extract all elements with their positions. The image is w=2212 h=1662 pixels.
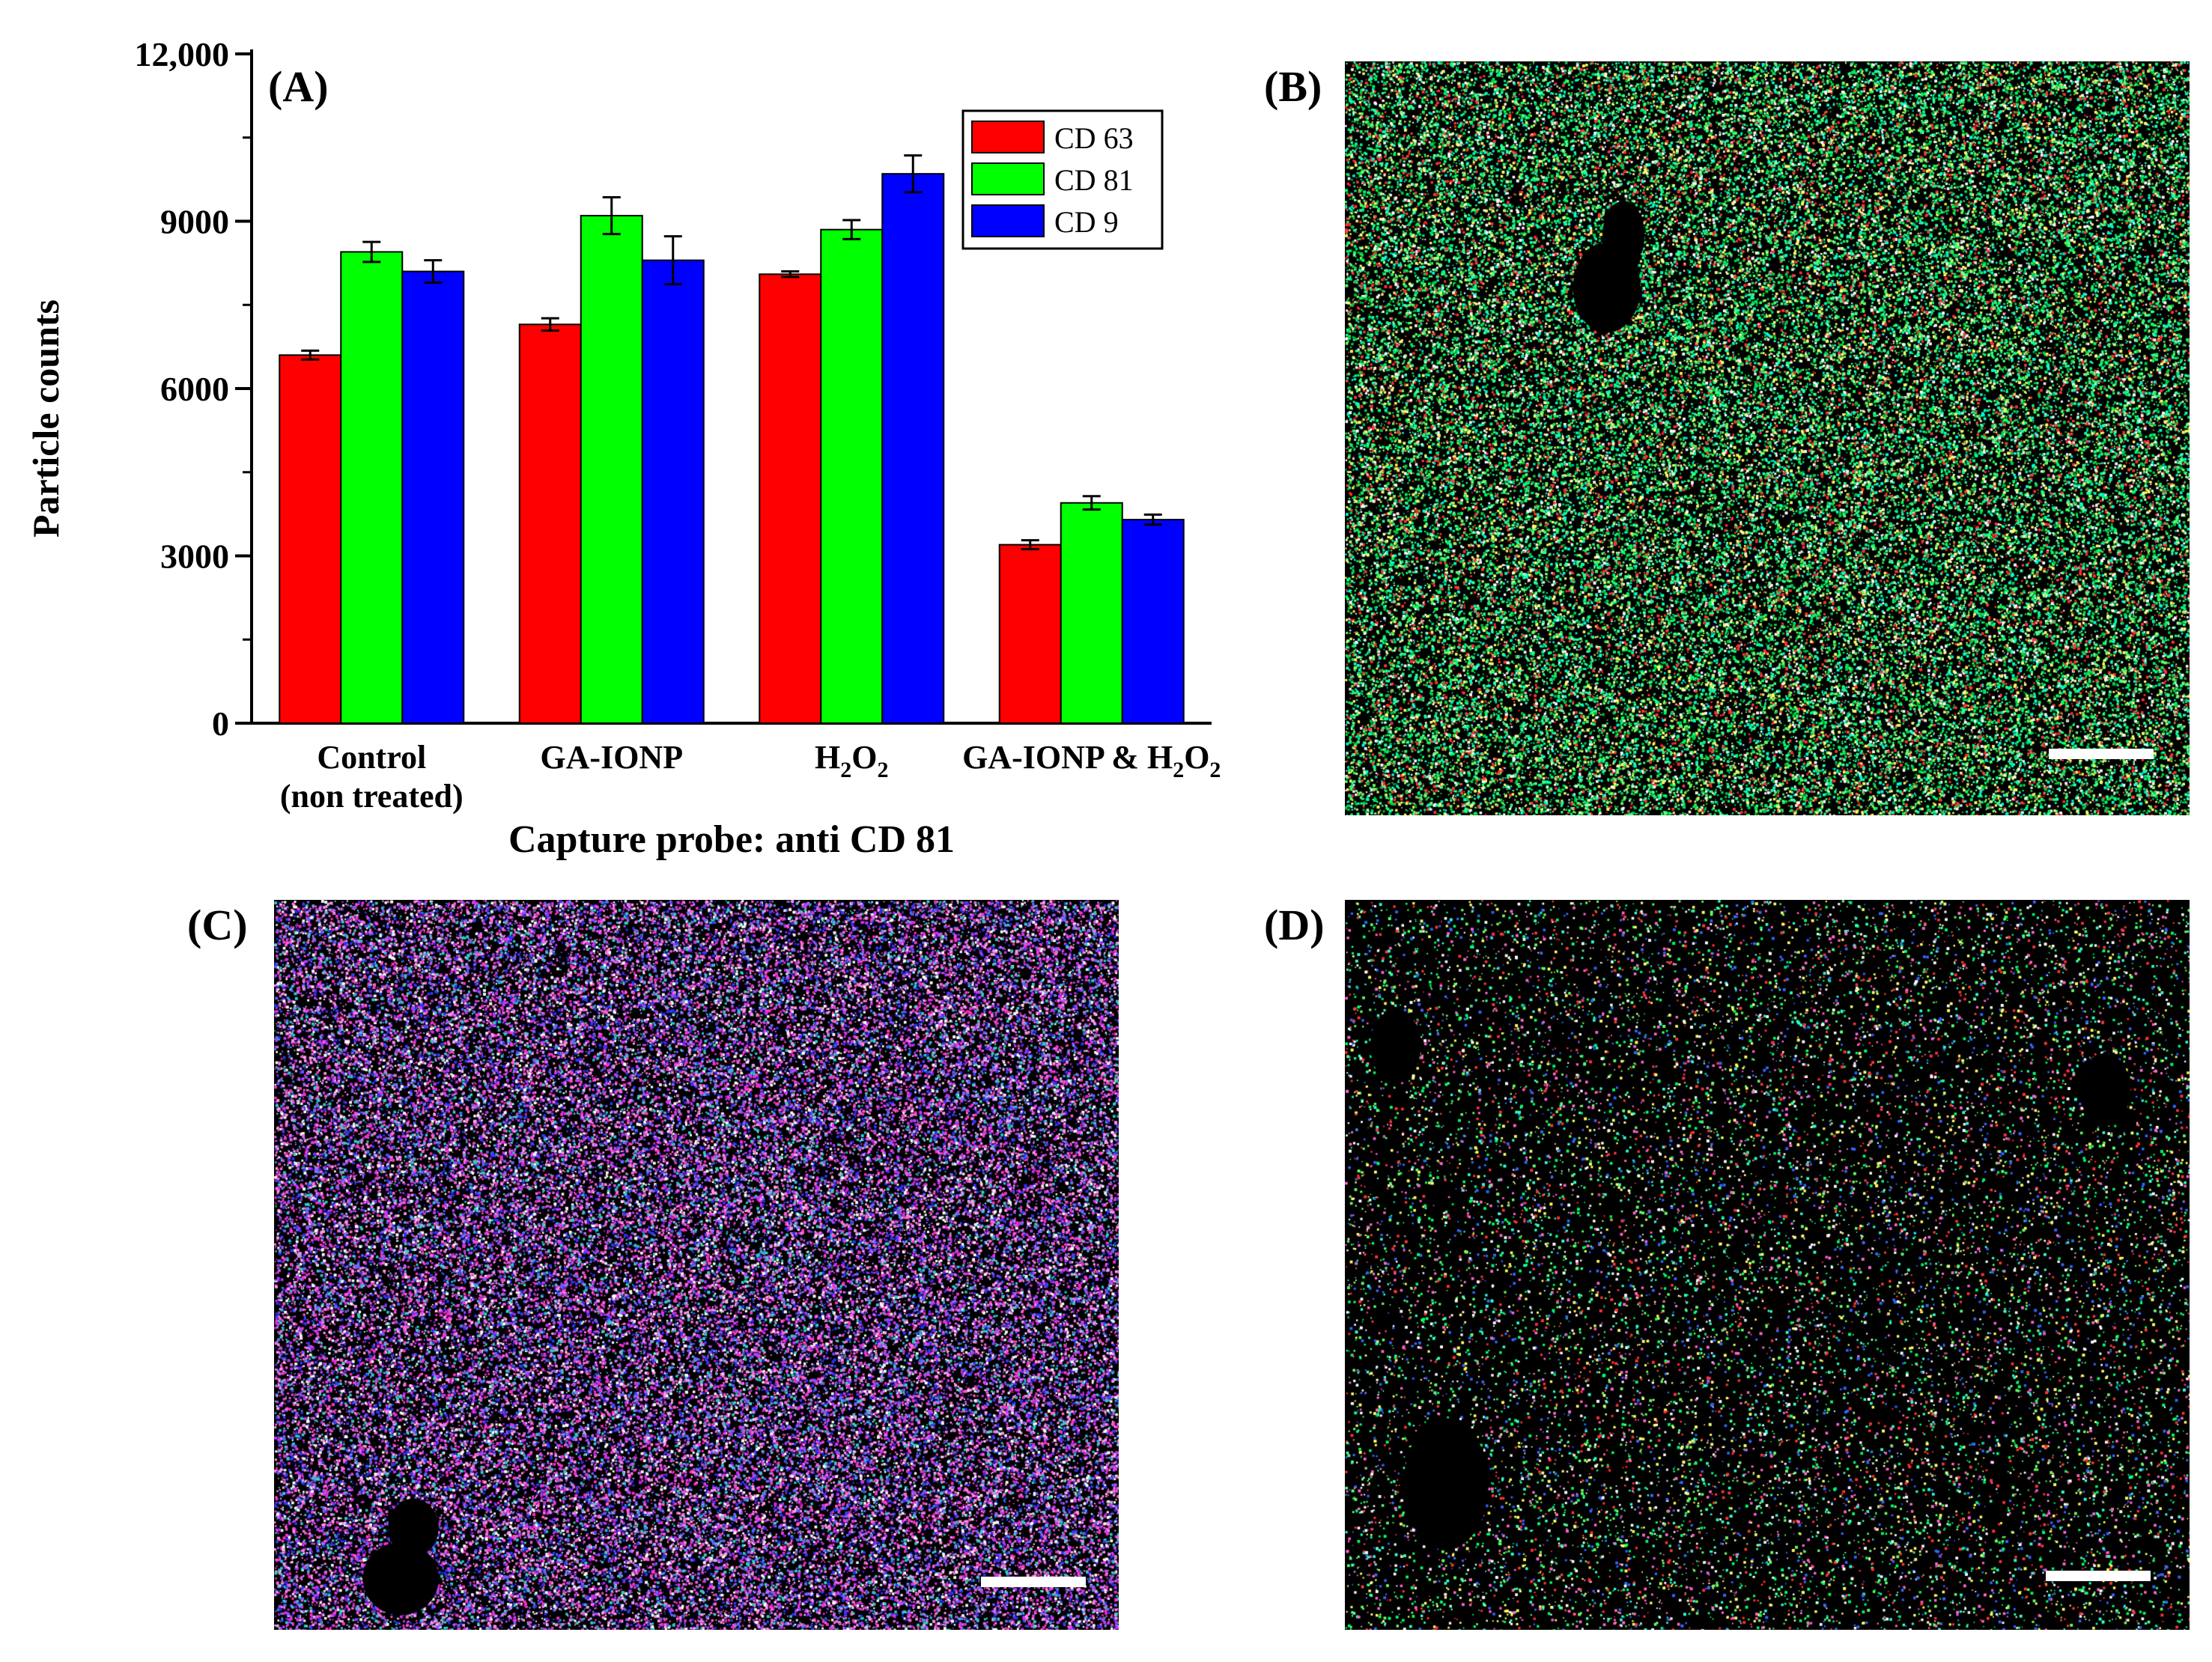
scale-bar-b: [2049, 749, 2154, 759]
panel-label-a: (A): [268, 62, 329, 111]
y-tick-label: 9000: [160, 203, 229, 241]
bar-cd-63: [518, 323, 582, 724]
micrograph-d: [1345, 900, 2190, 1630]
legend-swatch: [971, 121, 1045, 153]
legend-label: CD 9: [1054, 205, 1119, 239]
bar-cd-9: [1121, 519, 1185, 724]
micrograph-c: [274, 900, 1119, 1630]
legend-swatch: [971, 204, 1045, 237]
scale-bar-c: [981, 1577, 1086, 1587]
bar-cd-63: [998, 544, 1062, 724]
bar-chart: 0 3000 6000 9000 12,000 Particle counts Contro…: [25, 35, 1221, 861]
legend-swatch: [971, 162, 1045, 195]
bar-cd-81: [340, 251, 404, 725]
panel-label-b: (B): [1264, 62, 1322, 111]
y-axis-label: Particle counts: [25, 299, 67, 538]
panel-label-c: (C): [187, 901, 248, 949]
micrograph-image: [1345, 61, 2190, 815]
bar-cd-9: [641, 259, 705, 724]
x-axis-label: Capture probe: anti CD 81: [508, 818, 955, 861]
micrograph-b: [1345, 61, 2190, 815]
legend-label: CD 81: [1054, 163, 1134, 197]
legend-label: CD 63: [1054, 121, 1134, 155]
x-tick-label: H2O2: [815, 739, 888, 782]
panel-label-d: (D): [1264, 901, 1325, 949]
bar-cd-63: [759, 273, 822, 724]
y-tick-label: 12,000: [135, 35, 230, 73]
bar-cd-81: [580, 215, 643, 724]
y-tick-label: 6000: [160, 370, 229, 408]
scale-bar-d: [2046, 1571, 2151, 1581]
micrograph-image: [274, 900, 1119, 1630]
x-tick-label: GA-IONP & H2O2: [962, 739, 1221, 782]
bar-cd-81: [820, 228, 884, 724]
x-tick-label-line2: (non treated): [280, 778, 464, 815]
micrograph-image: [1345, 900, 2190, 1630]
x-tick-label: Control: [317, 739, 426, 776]
bar-cd-9: [881, 173, 945, 725]
y-tick-label: 3000: [160, 538, 229, 576]
bar-cd-81: [1060, 502, 1123, 724]
bar-cd-9: [401, 270, 465, 724]
y-tick-label: 0: [212, 704, 229, 743]
x-tick-label: GA-IONP: [540, 739, 683, 776]
bar-cd-63: [279, 354, 342, 724]
